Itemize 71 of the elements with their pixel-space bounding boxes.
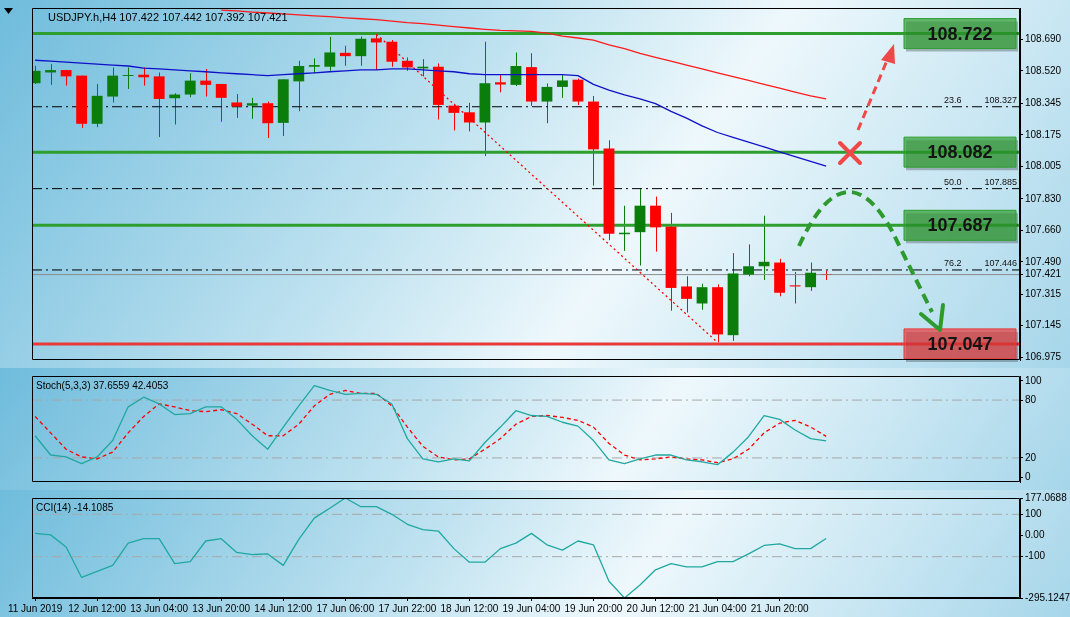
- candlestick: [572, 78, 584, 106]
- ref-line-label: 108.082: [927, 142, 993, 163]
- chart-title: USDJPY.h,H4 107.422 107.442 107.392 107.421: [48, 11, 288, 24]
- candlestick: [355, 36, 367, 67]
- y-tick-label: 177.0688: [1025, 491, 1068, 503]
- x-tick-label: 20 Jun 12:00: [626, 602, 685, 614]
- y-tick-label: 107.421: [1025, 268, 1062, 280]
- y-tick-label: 107.490: [1025, 255, 1062, 267]
- y-tick-label: 100: [1025, 374, 1043, 386]
- y-tick-label: 0: [1025, 470, 1031, 482]
- x-tick-label: 12 Jun 12:00: [68, 602, 127, 614]
- y-tick-label: 108.005: [1025, 160, 1062, 172]
- y-tick-label: 107.660: [1025, 224, 1062, 236]
- ref-line-label: 107.687: [927, 215, 993, 236]
- candlestick: [463, 102, 475, 132]
- candlestick: [696, 283, 708, 311]
- y-tick-label: 106.975: [1025, 350, 1062, 362]
- y-tick-label: 108.175: [1025, 128, 1062, 140]
- y-tick-label: 108.345: [1025, 97, 1062, 109]
- y-tick-label: 107.830: [1025, 192, 1062, 204]
- x-tick-label: 13 Jun 04:00: [130, 602, 189, 614]
- text: 23.6 108.327: [944, 94, 1017, 105]
- chart-title: Stoch(5,3,3) 37.6559 42.4053: [36, 379, 169, 391]
- candlestick: [386, 39, 398, 68]
- x-tick-label: 17 Jun 22:00: [378, 602, 437, 614]
- x-tick-label: 19 Jun 20:00: [564, 602, 623, 614]
- candlestick: [339, 45, 351, 67]
- y-tick-label: 80: [1025, 393, 1037, 405]
- candlestick: [107, 66, 119, 103]
- candlestick: [200, 68, 212, 98]
- y-tick-label: 108.690: [1025, 33, 1062, 45]
- x-tick-label: 18 Jun 12:00: [440, 602, 499, 614]
- candlestick: [557, 74, 568, 99]
- y-tick-label: 0.00: [1025, 529, 1045, 541]
- candlestick: [448, 103, 460, 131]
- candlestick: [510, 51, 522, 87]
- x-tick-label: 17 Jun 06:00: [316, 602, 375, 614]
- candlestick: [215, 83, 227, 123]
- y-tick-label: -100: [1025, 550, 1046, 562]
- candlestick: [122, 66, 134, 90]
- candlestick: [324, 36, 336, 72]
- chart-title: CCI(14) -14.1085: [36, 501, 114, 513]
- x-tick-label: 14 Jun 12:00: [254, 602, 313, 614]
- x-tick-label: 13 Jun 20:00: [192, 602, 251, 614]
- y-tick-label: 108.520: [1025, 64, 1062, 76]
- x-tick-label: 19 Jun 04:00: [502, 602, 561, 614]
- ref-line-label: 107.047: [927, 333, 993, 354]
- candlestick: [789, 271, 801, 304]
- y-tick-label: 107.145: [1025, 319, 1062, 331]
- candlestick: [743, 243, 754, 277]
- x-tick-label: 21 Jun 20:00: [750, 602, 809, 614]
- x-tick-label: 11 Jun 2019: [7, 602, 63, 614]
- y-tick-label: 100: [1025, 508, 1043, 520]
- candlestick: [293, 60, 305, 112]
- candlestick: [262, 101, 274, 139]
- candlestick: [650, 196, 661, 253]
- y-tick-label: 107.315: [1025, 287, 1062, 299]
- candlestick: [805, 262, 817, 292]
- candlestick: [184, 72, 196, 98]
- candlestick: [231, 93, 243, 119]
- text: 50.0 107.885: [944, 176, 1017, 187]
- y-tick-label: 20: [1025, 451, 1037, 463]
- candlestick: [681, 275, 692, 314]
- ref-line-label: 108.722: [927, 23, 993, 44]
- y-tick-label: -295.1247: [1025, 591, 1070, 603]
- x-tick-label: 21 Jun 04:00: [688, 602, 747, 614]
- candlestick: [758, 215, 770, 281]
- candlestick: [246, 97, 258, 120]
- candlestick: [541, 82, 553, 124]
- text: 76.2 107.446: [944, 257, 1017, 268]
- candlestick: [153, 71, 165, 138]
